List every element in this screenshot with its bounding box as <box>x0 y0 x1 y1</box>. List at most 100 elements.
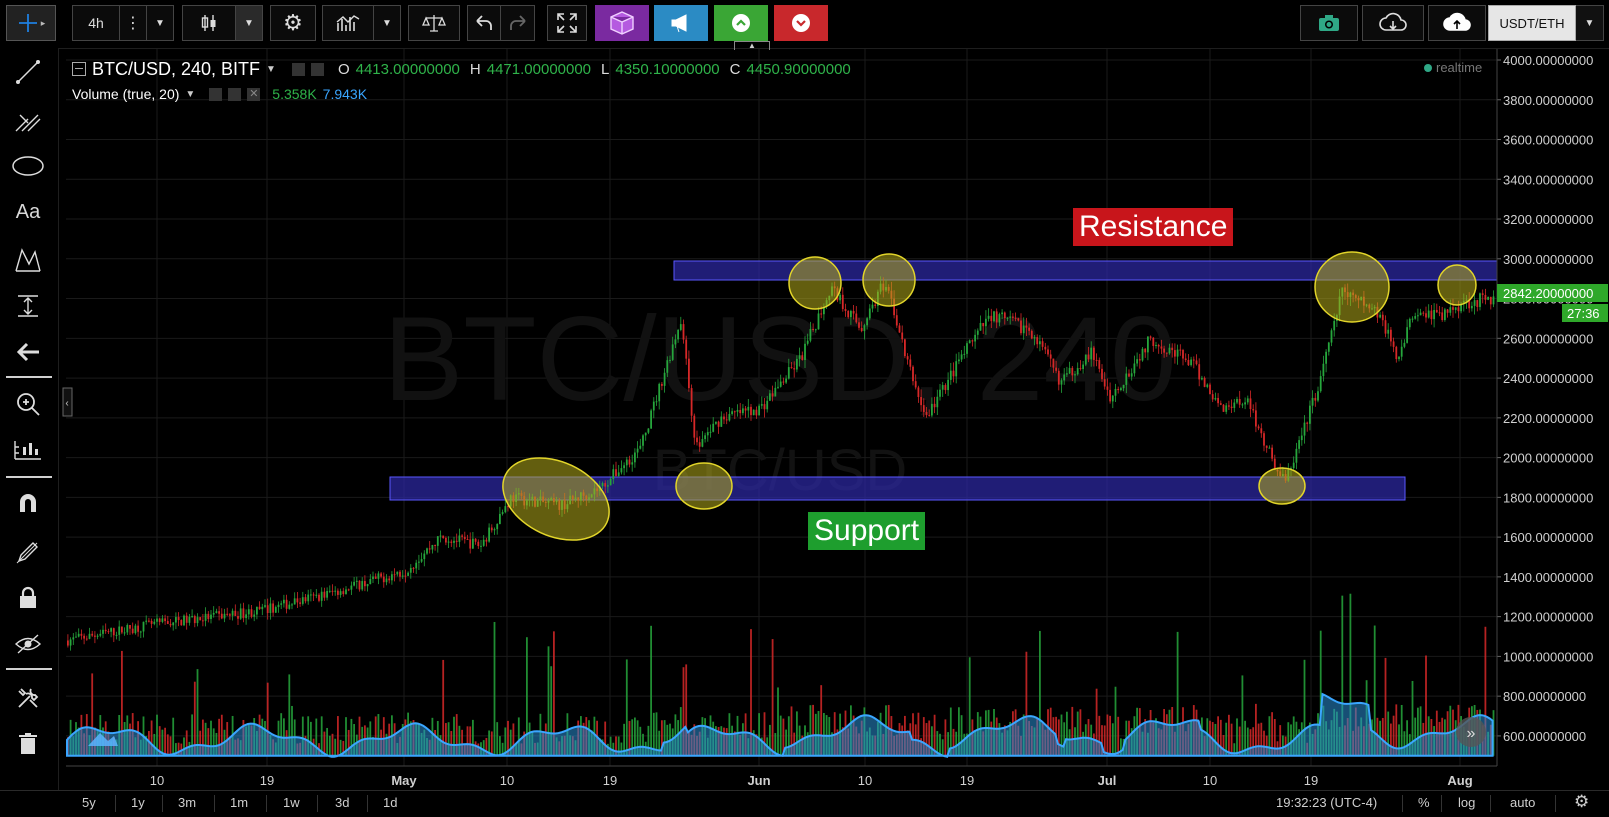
candle-body <box>823 306 825 315</box>
current-price-value: 2842.20000000 <box>1503 286 1593 301</box>
cube-button[interactable] <box>595 5 649 41</box>
pitchfork-tool[interactable] <box>8 102 48 138</box>
indicators-icon <box>336 15 360 31</box>
tools-button[interactable] <box>8 680 48 716</box>
drawing-mode-tool[interactable] <box>8 534 48 570</box>
pattern-tool[interactable] <box>8 242 48 278</box>
magnet-icon <box>20 494 36 512</box>
candle-body <box>245 614 247 619</box>
candle-body <box>728 413 731 421</box>
candle-body <box>112 628 115 636</box>
zoom-tool[interactable] <box>8 386 48 422</box>
candle-body <box>326 591 328 598</box>
candle-body <box>1152 337 1155 346</box>
scroll-to-realtime-button[interactable] <box>1456 717 1486 747</box>
candle-body <box>72 637 75 640</box>
symbol-select-dropdown[interactable]: ▼ <box>1576 5 1604 41</box>
indicators-button[interactable] <box>322 5 374 41</box>
interval-button[interactable]: 4h <box>72 5 120 41</box>
fullscreen-button[interactable] <box>547 5 587 41</box>
redo-button[interactable] <box>501 5 535 41</box>
candle-body <box>742 408 744 414</box>
price-axis[interactable]: 4000.00000000 3800.00000000 3600.00000000 3… <box>1497 53 1593 744</box>
close-icon[interactable]: ✕ <box>247 87 261 101</box>
candle-body <box>920 396 922 406</box>
range-5y[interactable]: 5y <box>82 795 96 810</box>
remove-drawings-button[interactable] <box>8 726 48 762</box>
log-toggle[interactable]: log <box>1458 795 1476 810</box>
auto-toggle[interactable]: auto <box>1510 795 1536 810</box>
candle-body <box>1381 314 1384 321</box>
candle-body <box>639 445 642 449</box>
resistance-label[interactable]: Resistance <box>1073 208 1234 246</box>
candle-body <box>733 411 736 413</box>
time-axis[interactable]: 10 19 May 10 19 Jun 10 19 Jul 10 19 Aug <box>150 773 1473 788</box>
trend-line-tool[interactable] <box>8 54 48 90</box>
range-1d[interactable]: 1d <box>383 795 398 810</box>
compare-button[interactable] <box>408 5 460 41</box>
hide-drawings-tool[interactable] <box>8 626 48 662</box>
candle-body <box>1030 330 1033 339</box>
candle-body <box>1049 354 1052 359</box>
range-1m[interactable]: 1m <box>230 795 249 810</box>
candle-body <box>188 616 191 623</box>
volume-bar <box>450 731 453 756</box>
support-zone[interactable] <box>389 476 1406 501</box>
buy-button[interactable] <box>714 5 768 41</box>
save-chart-button[interactable] <box>1428 5 1486 41</box>
highlight-ellipses[interactable] <box>490 251 1477 556</box>
arrow-tool[interactable] <box>8 334 48 370</box>
sell-button[interactable] <box>774 5 828 41</box>
symbol-select[interactable]: USDT/ETH <box>1488 5 1576 41</box>
clock[interactable]: 19:32:23 (UTC-4) <box>1276 795 1378 810</box>
measure-tool[interactable] <box>8 288 48 324</box>
candle-body <box>234 610 237 616</box>
ellipse-tool[interactable] <box>8 148 48 184</box>
load-chart-button[interactable] <box>1362 5 1424 41</box>
text-tool[interactable]: Aa <box>8 194 48 230</box>
settings-small-icon[interactable] <box>228 87 242 101</box>
legend-symbol[interactable]: BTC/USD, 240, BITF <box>92 58 261 79</box>
collapse-legend-icon[interactable] <box>72 62 86 76</box>
volume-legend-label[interactable]: Volume (true, 20) <box>72 86 180 102</box>
open-value: 4413.00000000 <box>355 60 460 78</box>
chart-style-dropdown-button[interactable]: ▼ <box>236 5 263 41</box>
volume-bar <box>161 729 164 756</box>
candle-body <box>1311 397 1314 406</box>
range-1y[interactable]: 1y <box>131 795 145 810</box>
percent-toggle[interactable]: % <box>1418 795 1430 810</box>
range-3d[interactable]: 3d <box>335 795 350 810</box>
interval-more-button[interactable]: ⋮ <box>120 5 147 41</box>
volume-bar <box>777 687 779 756</box>
chevron-down-icon[interactable]: ▼ <box>266 63 276 75</box>
gear-icon[interactable]: ⚙ <box>1574 792 1590 811</box>
candle-body <box>320 591 323 601</box>
announcements-button[interactable] <box>654 5 708 41</box>
candle-body <box>423 553 426 560</box>
range-1w[interactable]: 1w <box>283 795 300 810</box>
eye-icon[interactable] <box>291 62 305 76</box>
eye-icon[interactable] <box>209 87 223 101</box>
undo-button[interactable] <box>467 5 501 41</box>
ellipse-support-3 <box>1258 467 1306 505</box>
crosshair-tool-button[interactable]: ▸ <box>6 5 56 41</box>
candle-body <box>85 638 88 640</box>
interval-dropdown-button[interactable]: ▼ <box>147 5 174 41</box>
chevron-down-icon[interactable]: ▼ <box>185 88 196 100</box>
ruler-tool[interactable] <box>8 432 48 468</box>
chart-style-button[interactable] <box>182 5 236 41</box>
settings-button[interactable]: ⚙ <box>270 5 316 41</box>
candle-body <box>1201 377 1203 380</box>
candle-body <box>1317 391 1319 401</box>
range-3m[interactable]: 3m <box>178 795 197 810</box>
settings-small-icon[interactable] <box>310 62 324 76</box>
magnet-tool[interactable] <box>8 486 48 522</box>
indicators-dropdown-button[interactable]: ▼ <box>374 5 401 41</box>
candle-body <box>963 353 966 355</box>
volume-bar <box>331 733 334 756</box>
collapse-toolbar-icon[interactable]: ‹ <box>65 398 68 409</box>
snapshot-button[interactable] <box>1300 5 1358 41</box>
lock-tool[interactable] <box>8 580 48 616</box>
support-label[interactable]: Support <box>808 512 926 550</box>
